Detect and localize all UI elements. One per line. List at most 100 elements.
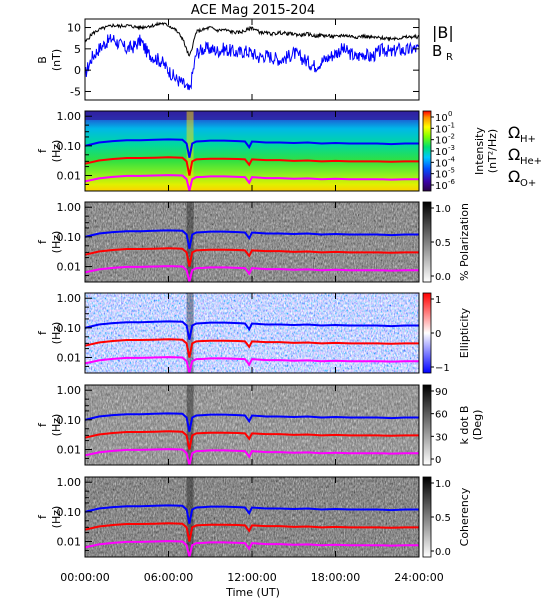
series-B-magnitude-line — [84, 21, 420, 57]
coherency-y-unit: (Hz) — [50, 506, 63, 529]
x-tick-label: 24:00:00 — [394, 571, 443, 584]
intensity-colorbar-tick-label: 10 — [435, 113, 448, 124]
intensity-colorbar-tick-exponent: -1 — [448, 121, 455, 129]
ellipticity-y-unit: (Hz) — [50, 322, 63, 345]
o-plus-gyrofrequency-line — [84, 448, 419, 466]
intensity-y-unit: (Hz) — [50, 140, 63, 163]
polarization-y-tick-label: 0.10 — [57, 231, 82, 244]
kdotb-colorbar-tick-label: 60 — [435, 410, 448, 421]
x-tick-label: 18:00:00 — [311, 571, 360, 584]
kdotb-colorbar-tick-label: 30 — [435, 432, 448, 443]
x-tick-label: 12:00:00 — [227, 571, 276, 584]
h-plus-gyrofrequency-line — [84, 412, 419, 432]
gyrofrequency-legend: Ω H+Ω He+Ω O+ — [508, 123, 542, 189]
coherency-colorbar — [422, 476, 432, 558]
ellipticity-colorbar-tick-label: 1 — [435, 295, 441, 306]
polarization-y-tick-label: 1.00 — [57, 201, 82, 214]
he-plus-gyrofrequency-line — [84, 247, 419, 267]
intensity-colorbar-tick-label: 10 — [435, 147, 448, 158]
kdotb-y-tick-label: 0.10 — [57, 414, 82, 427]
x-axis-label: Time (UT) — [225, 586, 280, 599]
coherency-colorbar-tick-label: 0.5 — [435, 513, 451, 524]
x-tick-label: 06:00:00 — [144, 571, 193, 584]
x-axis: 00:00:00 06:00:00 12:00:00 18:00:00 24:00:00… — [60, 19, 444, 599]
field-y-tick-label: 10 — [67, 22, 81, 35]
legend-omega-subscript: O+ — [520, 178, 536, 189]
ellipticity-colorbar-tick-label: 0 — [435, 329, 441, 340]
coherency-colorbar-label: Coherency — [458, 487, 471, 546]
polarization-y-tick-label: 0.01 — [57, 261, 82, 274]
polarization-panel: 1.00 0.10 0.01 f (Hz) 1.0 0.5 0.0 % Polarization — [36, 201, 471, 283]
coherency-y-label: f — [36, 514, 49, 519]
polarization-colorbar-tick-label: 0.0 — [435, 272, 451, 283]
ellipticity-y-tick-label: 0.01 — [57, 352, 82, 365]
ellipticity-panel: 1.00 0.10 0.01 f (Hz) 1 0 −1 Ellipticity — [36, 292, 471, 374]
intensity-colorbar-tick-exponent: -3 — [448, 144, 455, 152]
he-plus-gyrofrequency-line — [84, 522, 419, 542]
intensity-colorbar-tick-label: 10 — [435, 158, 448, 169]
field-y-tick-label: 5 — [74, 43, 81, 56]
intensity-colorbar-tick-label: 10 — [435, 181, 448, 192]
kdotb-colorbar-unit: (Deg) — [471, 410, 484, 441]
he-plus-gyrofrequency-line — [84, 430, 419, 450]
kdotb-y-unit: (Hz) — [50, 414, 63, 437]
kdotb-y-tick-label: 1.00 — [57, 384, 82, 397]
kdotb-colorbar-label: k dot B — [458, 406, 471, 445]
legend-BR: B — [432, 42, 442, 60]
coherency-y-tick-label: 0.10 — [57, 506, 82, 519]
polarization-colorbar-label: % Polarization — [458, 203, 471, 281]
legend-omega-symbol: Ω — [508, 123, 520, 142]
coherency-colorbar-tick-label: 0.0 — [435, 547, 451, 558]
polarization-colorbar-tick-label: 0.5 — [435, 238, 451, 249]
intensity-y-tick-label: 1.00 — [57, 110, 82, 123]
he-plus-gyrofrequency-line — [84, 156, 419, 176]
field-y-tick-label: 0 — [74, 64, 81, 77]
intensity-colorbar-tick-label: 10 — [435, 124, 448, 135]
legend-omega-symbol: Ω — [508, 145, 520, 164]
kdotb-colorbar-tick-label: 90 — [435, 387, 448, 398]
intensity-colorbar-tick-exponent: -6 — [448, 178, 456, 186]
coherency-y-tick-label: 0.01 — [57, 536, 82, 549]
ellipticity-colorbar-label: Ellipticity — [458, 307, 471, 358]
he-plus-gyrofrequency-line — [84, 338, 419, 358]
o-plus-gyrofrequency-line — [84, 265, 419, 283]
legend-B-magnitude: |B| — [432, 23, 454, 42]
intensity-colorbar-tick-label: 10 — [435, 136, 448, 147]
polarization-y-label: f — [36, 239, 49, 244]
ellipticity-colorbar-tick-label: −1 — [435, 363, 450, 374]
ellipticity-colorbar — [422, 292, 432, 374]
chart-title: ACE Mag 2015-204 — [191, 3, 315, 18]
intensity-colorbar-tick-exponent: -4 — [448, 155, 456, 163]
polarization-y-unit: (Hz) — [50, 231, 63, 254]
polarization-colorbar — [422, 201, 432, 283]
legend-omega-subscript: H+ — [520, 134, 536, 145]
intensity-y-tick-label: 0.10 — [57, 140, 82, 153]
x-tick-label: 00:00:00 — [60, 571, 109, 584]
intensity-colorbar-tick-label: 10 — [435, 170, 448, 181]
ellipticity-y-tick-label: 0.10 — [57, 322, 82, 335]
h-plus-gyrofrequency-line — [84, 138, 419, 158]
intensity-y-tick-label: 0.01 — [57, 170, 82, 183]
ellipticity-y-tick-label: 1.00 — [57, 292, 82, 305]
intensity-colorbar-tick-exponent: -5 — [448, 167, 455, 175]
legend-omega-symbol: Ω — [508, 167, 520, 186]
kdotb-colorbar-tick-label: 0 — [435, 455, 441, 466]
ellipticity-y-label: f — [36, 330, 49, 335]
legend-BR-subscript: R — [446, 52, 453, 63]
kdotb-colorbar — [422, 384, 432, 466]
legend-omega-subscript: He+ — [520, 156, 542, 167]
intensity-colorbar — [422, 110, 432, 192]
intensity-colorbar-tick-exponent: -2 — [448, 133, 455, 141]
intensity-colorbar-tick-exponent: 0 — [448, 110, 452, 118]
kdotb-y-label: f — [36, 422, 49, 427]
field-y-unit: (nT) — [50, 49, 63, 71]
coherency-panel: 1.00 0.10 0.01 f (Hz) 1.0 0.5 0.0 Coherency — [36, 476, 471, 558]
h-plus-gyrofrequency-line — [84, 229, 419, 249]
field-y-label: B — [36, 56, 49, 64]
h-plus-gyrofrequency-line — [84, 320, 419, 340]
kdotb-y-tick-label: 0.01 — [57, 444, 82, 457]
series-BR-line — [84, 34, 420, 91]
intensity-colorbar-label: Intensity — [473, 127, 486, 175]
field-y-tick-label: -5 — [70, 85, 81, 98]
